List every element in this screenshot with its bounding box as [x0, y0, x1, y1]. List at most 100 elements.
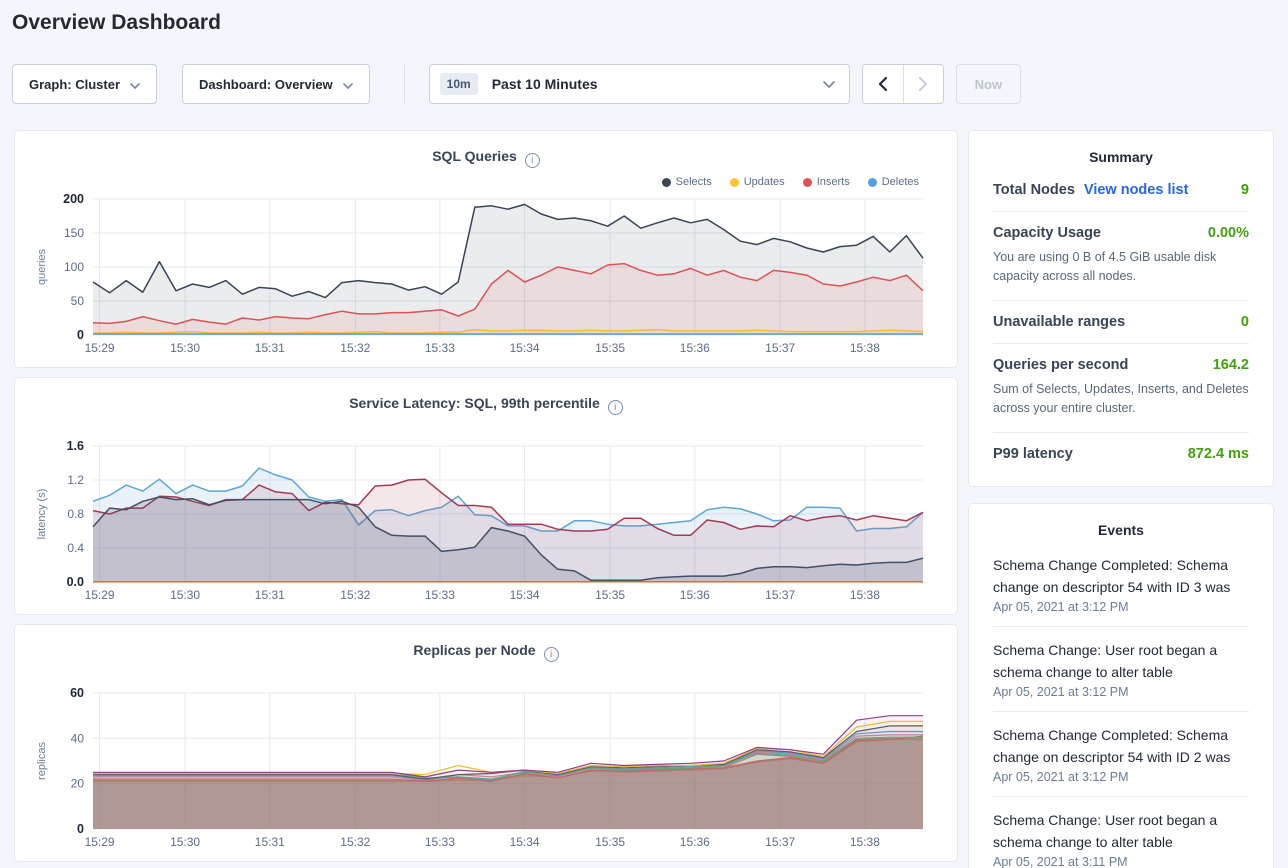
events-panel: Events Schema Change Completed: Schema c… — [968, 502, 1274, 868]
svg-text:15:33: 15:33 — [425, 588, 455, 602]
time-step-group — [861, 64, 944, 104]
total-nodes-value: 9 — [1240, 182, 1249, 198]
svg-text:20: 20 — [71, 777, 85, 791]
chevron-down-icon — [822, 75, 835, 93]
dashboard-dropdown-label: Dashboard: Overview — [199, 76, 333, 92]
svg-text:15:36: 15:36 — [680, 341, 710, 355]
svg-text:queries: queries — [36, 248, 48, 285]
svg-text:0.8: 0.8 — [67, 507, 84, 521]
legend-dot — [867, 177, 877, 187]
svg-text:200: 200 — [63, 192, 84, 206]
svg-text:15:33: 15:33 — [425, 341, 455, 355]
charts-column: SQL Queries i Selects Updates Inserts Delete… — [14, 130, 958, 868]
summary-row-qps: Queries per second 164.2 Sum of Selects,… — [993, 344, 1249, 433]
event-item[interactable]: Schema Change Completed: Schema change o… — [993, 542, 1249, 627]
legend-label: Deletes — [881, 176, 919, 188]
event-timestamp: Apr 05, 2021 at 3:12 PM — [993, 684, 1129, 699]
svg-text:0: 0 — [77, 328, 84, 342]
sql-queries-chart[interactable]: 15:29 15:30 15:31 15:32 15:33 15:34 15:35 15:36… — [15, 171, 957, 357]
summary-title: Summary — [1089, 149, 1153, 165]
svg-text:15:35: 15:35 — [595, 588, 625, 602]
dashboard-dropdown[interactable]: Dashboard: Overview — [182, 64, 370, 104]
legend-item-inserts[interactable]: Inserts — [802, 176, 850, 188]
svg-text:15:31: 15:31 — [255, 588, 285, 602]
chart-title: SQL Queries — [432, 148, 517, 164]
summary-row-total-nodes: Total Nodes View nodes list 9 — [993, 169, 1249, 212]
legend-dot — [729, 177, 739, 187]
now-button[interactable]: Now — [955, 64, 1022, 104]
svg-text:15:32: 15:32 — [340, 835, 370, 849]
chevron-down-icon — [342, 77, 353, 92]
legend-item-selects[interactable]: Selects — [661, 176, 712, 188]
sql-queries-panel: SQL Queries i Selects Updates Inserts Delete… — [14, 130, 958, 368]
p99-latency-label: P99 latency — [993, 445, 1073, 462]
svg-text:latency (s): latency (s) — [36, 489, 48, 540]
event-timestamp: Apr 05, 2021 at 3:12 PM — [993, 599, 1129, 614]
event-item[interactable]: Schema Change: User root began a schema … — [993, 627, 1249, 712]
svg-text:15:38: 15:38 — [850, 835, 880, 849]
svg-text:15:33: 15:33 — [425, 835, 455, 849]
svg-text:15:29: 15:29 — [85, 588, 115, 602]
svg-text:15:32: 15:32 — [340, 341, 370, 355]
replicas-per-node-chart[interactable]: 15:29 15:30 15:31 15:32 15:33 15:34 15:35 15:36… — [15, 665, 957, 851]
svg-text:15:34: 15:34 — [510, 588, 540, 602]
event-timestamp: Apr 05, 2021 at 3:12 PM — [993, 770, 1129, 785]
event-text: Schema Change Completed: Schema change o… — [993, 726, 1231, 766]
next-range-button[interactable] — [902, 65, 943, 103]
unavailable-ranges-label: Unavailable ranges — [993, 313, 1126, 330]
svg-text:15:31: 15:31 — [255, 341, 285, 355]
chevron-down-icon — [130, 77, 140, 92]
info-icon[interactable]: i — [543, 647, 559, 662]
info-icon[interactable]: i — [524, 153, 540, 168]
summary-panel: Summary Total Nodes View nodes list 9 Ca… — [968, 130, 1274, 487]
view-nodes-list-link[interactable]: View nodes list — [1083, 182, 1189, 198]
legend-item-deletes[interactable]: Deletes — [867, 176, 919, 188]
legend-label: Selects — [675, 176, 712, 188]
legend-label: Inserts — [816, 176, 850, 188]
replicas-per-node-panel: Replicas per Node i 15:29 15:30 15:31 15:32 1… — [14, 624, 958, 862]
time-range-badge: 10m — [439, 73, 478, 95]
event-item[interactable]: Schema Change: User root began a schema … — [993, 797, 1249, 868]
summary-row-capacity: Capacity Usage 0.00% You are using 0 B o… — [993, 212, 1249, 301]
svg-text:150: 150 — [64, 226, 84, 240]
svg-text:0: 0 — [77, 822, 84, 836]
chart-title: Replicas per Node — [413, 642, 536, 658]
svg-text:1.6: 1.6 — [67, 439, 84, 453]
time-range-select[interactable]: 10m Past 10 Minutes — [428, 64, 850, 104]
unavailable-ranges-value: 0 — [1240, 313, 1249, 330]
svg-text:15:32: 15:32 — [340, 588, 370, 602]
total-nodes-label: Total Nodes — [993, 182, 1075, 198]
svg-text:15:36: 15:36 — [680, 835, 710, 849]
svg-text:15:36: 15:36 — [680, 588, 710, 602]
svg-text:15:35: 15:35 — [595, 835, 625, 849]
time-range-label: Past 10 Minutes — [491, 76, 598, 92]
event-text: Schema Change Completed: Schema change o… — [993, 556, 1231, 595]
svg-text:100: 100 — [64, 260, 84, 274]
service-latency-chart[interactable]: 15:29 15:30 15:31 15:32 15:33 15:34 15:35 15:36… — [15, 418, 957, 604]
page-title: Overview Dashboard — [12, 11, 221, 34]
svg-text:60: 60 — [70, 686, 84, 700]
graph-dropdown[interactable]: Graph: Cluster — [12, 64, 158, 104]
chevron-left-icon — [879, 77, 888, 91]
prev-range-button[interactable] — [862, 65, 903, 103]
legend-item-updates[interactable]: Updates — [729, 176, 785, 188]
svg-text:0.0: 0.0 — [67, 575, 84, 589]
event-item[interactable]: Schema Change Completed: Schema change o… — [993, 712, 1249, 798]
svg-text:15:30: 15:30 — [170, 588, 200, 602]
info-icon[interactable]: i — [607, 400, 623, 415]
toolbar: Graph: Cluster Dashboard: Overview 10m P… — [12, 64, 1022, 104]
svg-text:15:34: 15:34 — [510, 835, 540, 849]
qps-value: 164.2 — [1212, 356, 1249, 373]
svg-text:0.4: 0.4 — [67, 541, 84, 555]
svg-text:15:31: 15:31 — [255, 835, 285, 849]
toolbar-divider — [403, 65, 405, 103]
p99-latency-value: 872.4 ms — [1187, 445, 1249, 462]
chevron-right-icon — [918, 77, 927, 91]
capacity-usage-value: 0.00% — [1207, 225, 1249, 241]
legend-label: Updates — [743, 176, 785, 188]
svg-text:15:37: 15:37 — [765, 588, 795, 602]
event-text: Schema Change: User root began a schema … — [993, 641, 1218, 680]
svg-text:15:34: 15:34 — [510, 341, 540, 355]
summary-row-p99: P99 latency 872.4 ms — [993, 433, 1249, 466]
qps-desc: Sum of Selects, Updates, Inserts, and De… — [993, 381, 1249, 416]
